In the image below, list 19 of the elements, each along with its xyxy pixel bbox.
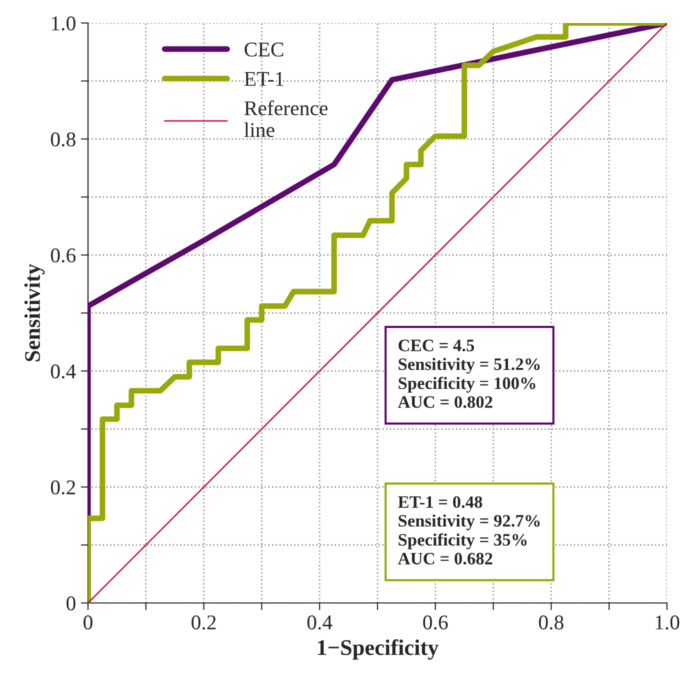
x-tick-label: 0.4	[307, 615, 332, 630]
x-axis-title: 1−Specificity	[318, 639, 439, 660]
y-tick-label: 0	[66, 596, 76, 610]
legend-label: CEC	[244, 42, 284, 57]
x-tick-label: 0.6	[423, 615, 448, 630]
legend-label: Reference line	[244, 100, 328, 138]
y-axis-title: Sensitivity	[24, 264, 45, 362]
y-tick-label: 0.4	[50, 364, 76, 379]
x-tick-label: 0.8	[538, 615, 564, 630]
y-tick-label: 0.8	[50, 132, 76, 147]
annotation: CEC = 4.5 Sensitivity = 51.2% Specificity = 100% AUC = 0.802	[398, 340, 540, 408]
x-tick-label: 0.2	[192, 615, 216, 630]
x-tick-label: 1.0	[656, 615, 680, 630]
legend-label: ET-1	[244, 72, 284, 86]
y-tick-label: 0.6	[50, 248, 76, 263]
y-tick-label: 0.2	[50, 480, 76, 495]
y-tick-label: 1.0	[52, 16, 76, 31]
annotation: ET-1 = 0.48 Sensitivity = 92.7% Specificity = 35% AUC = 0.682	[398, 496, 540, 565]
x-tick-label: 0	[84, 615, 92, 630]
